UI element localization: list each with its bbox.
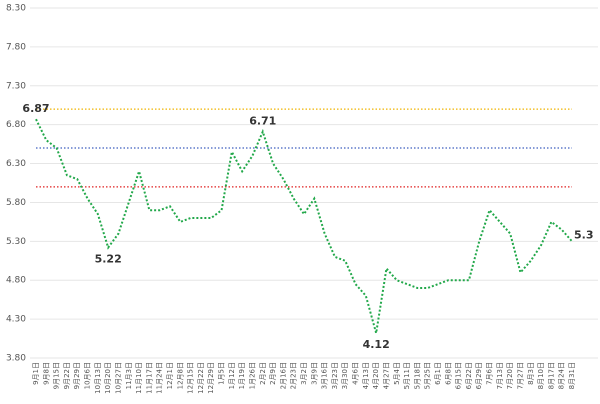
x-tick-label: 1月12日 xyxy=(228,362,236,389)
y-tick-label: 4.30 xyxy=(6,315,26,325)
x-tick-label: 10月20日 xyxy=(104,362,112,394)
x-tick-label: 4月20日 xyxy=(372,362,380,389)
x-tick-label: 4月13日 xyxy=(362,362,370,389)
x-tick-label: 5月18日 xyxy=(413,362,421,389)
data-label: 6.87 xyxy=(22,102,49,115)
x-tick-label: 7月20日 xyxy=(506,362,514,389)
x-tick-label: 12月15日 xyxy=(187,362,195,394)
x-tick-label: 12月22日 xyxy=(197,362,205,394)
x-tick-label: 6月8日 xyxy=(444,362,452,385)
x-tick-label: 3月2日 xyxy=(300,362,308,385)
x-tick-label: 8月24日 xyxy=(558,362,566,389)
x-tick-label: 5月4日 xyxy=(393,362,401,385)
x-tick-label: 12月8日 xyxy=(176,362,184,389)
x-tick-label: 10月27日 xyxy=(114,362,122,394)
x-tick-label: 12月29日 xyxy=(207,362,215,394)
data-label: 5.3 xyxy=(574,228,594,241)
x-tick-label: 10月6日 xyxy=(84,362,92,389)
x-tick-label: 3月9日 xyxy=(310,362,318,385)
x-tick-label: 9月1日 xyxy=(32,362,40,385)
x-tick-label: 6月22日 xyxy=(465,362,473,389)
x-tick-label: 11月17日 xyxy=(145,362,153,394)
data-label: 6.71 xyxy=(249,115,276,128)
data-label: 5.22 xyxy=(95,253,122,266)
x-tick-label: 6月29日 xyxy=(475,362,483,389)
x-tick-label: 8月31日 xyxy=(568,362,576,389)
price-line xyxy=(35,118,573,334)
x-tick-label: 4月27日 xyxy=(382,362,390,389)
x-tick-label: 8月17日 xyxy=(547,362,555,389)
x-tick-label: 2月23日 xyxy=(290,362,298,389)
x-tick-label: 5月11日 xyxy=(403,362,411,389)
x-tick-label: 12月1日 xyxy=(166,362,174,389)
x-tick-label: 8月10日 xyxy=(537,362,545,389)
data-label: 4.12 xyxy=(363,338,390,351)
x-tick-label: 11月24日 xyxy=(156,362,164,394)
x-tick-label: 3月23日 xyxy=(331,362,339,389)
x-tick-label: 2月9日 xyxy=(269,362,277,385)
x-tick-label: 5月25日 xyxy=(424,362,432,389)
y-tick-label: 5.30 xyxy=(6,237,26,247)
x-tick-label: 2月16日 xyxy=(279,362,287,389)
x-tick-label: 10月13日 xyxy=(94,362,102,394)
x-tick-label: 1月19日 xyxy=(238,362,246,389)
x-tick-label: 8月3日 xyxy=(527,362,535,385)
x-tick-label: 2月2日 xyxy=(259,362,267,385)
x-tick-label: 11月3日 xyxy=(125,362,133,389)
x-tick-label: 3月16日 xyxy=(321,362,329,389)
x-tick-label: 9月22日 xyxy=(63,362,71,389)
x-tick-label: 9月15日 xyxy=(53,362,61,389)
x-tick-label: 7月13日 xyxy=(496,362,504,389)
y-tick-label: 5.80 xyxy=(6,198,26,208)
y-tick-label: 4.80 xyxy=(6,276,26,286)
x-tick-label: 3月30日 xyxy=(341,362,349,389)
y-tick-label: 3.80 xyxy=(6,354,26,364)
x-tick-label: 4月6日 xyxy=(352,362,360,385)
y-tick-label: 7.80 xyxy=(6,42,26,52)
x-tick-label: 11月10日 xyxy=(135,362,143,394)
y-tick-label: 6.80 xyxy=(6,120,26,130)
x-tick-label: 1月26日 xyxy=(248,362,256,389)
x-tick-label: 6月1日 xyxy=(434,362,442,385)
y-tick-label: 8.30 xyxy=(6,4,26,14)
x-tick-label: 9月8日 xyxy=(42,362,50,385)
y-tick-label: 7.30 xyxy=(6,81,26,91)
x-tick-label: 6月15日 xyxy=(455,362,463,389)
x-tick-label: 7月27日 xyxy=(516,362,524,389)
y-tick-label: 6.30 xyxy=(6,159,26,169)
x-tick-label: 1月5日 xyxy=(218,362,226,385)
x-tick-label: 9月29日 xyxy=(73,362,81,389)
x-tick-label: 7月6日 xyxy=(486,362,494,385)
